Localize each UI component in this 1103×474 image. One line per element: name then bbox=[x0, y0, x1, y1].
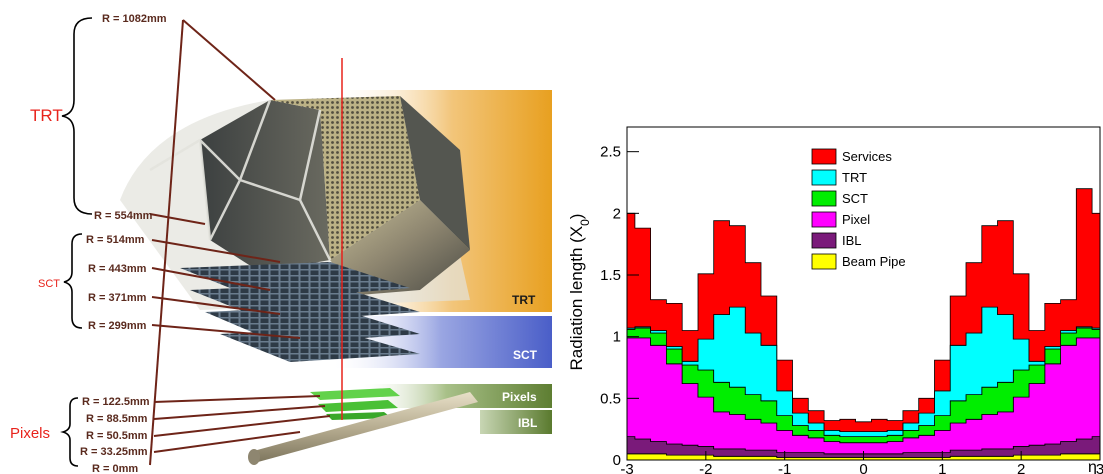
y-tick-label: 1 bbox=[613, 329, 621, 346]
radius-label: R = 0mm bbox=[92, 463, 138, 474]
legend-label: Pixel bbox=[842, 212, 870, 227]
legend-label: SCT bbox=[842, 191, 868, 206]
group-braces bbox=[60, 17, 93, 467]
radius-label: R = 33.25mm bbox=[80, 446, 148, 458]
radiation-length-chart: -3 -2 -1 0 1 2 3 0 0.5 1 1.5 2 2.5 Radiation length… bbox=[567, 126, 1103, 474]
radius-label: R = 122.5mm bbox=[82, 396, 150, 408]
radius-label: R = 50.5mm bbox=[86, 430, 148, 442]
x-tick-label: 2 bbox=[1017, 461, 1025, 474]
x-tick-label: -3 bbox=[620, 461, 633, 474]
x-tick-label: -1 bbox=[778, 461, 791, 474]
y-tick-label: 1.5 bbox=[600, 267, 621, 284]
trt-barrel-dark bbox=[200, 100, 330, 272]
legend-swatch bbox=[811, 211, 837, 228]
legend-swatch bbox=[811, 253, 837, 270]
y-tick-label: 0.5 bbox=[600, 390, 621, 407]
radius-label: R = 443mm bbox=[88, 263, 147, 275]
radius-label: R = 514mm bbox=[86, 234, 145, 246]
trt-barrel-cells bbox=[270, 96, 420, 260]
band-label-sct: SCT bbox=[513, 348, 538, 362]
legend-swatch bbox=[811, 232, 837, 249]
legend: Services TRT SCT Pixel IBL Beam Pipe bbox=[811, 148, 906, 270]
x-axis-label: η bbox=[1088, 459, 1097, 474]
stacked-areas bbox=[626, 188, 1101, 461]
legend-label: Beam Pipe bbox=[842, 254, 906, 269]
sct-brace bbox=[63, 233, 83, 329]
leader-lines bbox=[149, 19, 331, 466]
trt-support-frame bbox=[149, 99, 332, 261]
x-tick-label: -2 bbox=[699, 461, 712, 474]
group-label-sct: SCT bbox=[38, 278, 60, 290]
trt-brace bbox=[61, 17, 93, 215]
legend-swatch bbox=[811, 190, 837, 207]
y-ticks: 0 0.5 1 1.5 2 2.5 bbox=[600, 144, 639, 469]
x-ticks: -3 -2 -1 0 1 2 3 bbox=[620, 451, 1103, 474]
x-tick-label: 1 bbox=[938, 461, 946, 474]
y-axis-label: Radiation length (X0) bbox=[567, 214, 592, 371]
y-tick-label: 2.5 bbox=[600, 144, 621, 161]
ibl-band bbox=[480, 410, 552, 434]
band-label-trt: TRT bbox=[512, 293, 536, 307]
legend-swatch bbox=[811, 148, 837, 165]
band-label-ibl: IBL bbox=[518, 416, 537, 430]
radius-label: R = 1082mm bbox=[102, 13, 167, 25]
radius-label: R = 371mm bbox=[88, 292, 147, 304]
x-tick-label: 0 bbox=[859, 461, 867, 474]
x-tick-label: 3 bbox=[1096, 461, 1103, 474]
band-label-pixels: Pixels bbox=[502, 390, 537, 404]
y-tick-label: 0 bbox=[613, 452, 621, 469]
legend-label: Services bbox=[842, 149, 892, 164]
group-label-pixels: Pixels bbox=[10, 425, 50, 442]
y-tick-label: 2 bbox=[613, 205, 621, 222]
legend-swatch bbox=[811, 169, 837, 186]
trt-barrel-face bbox=[330, 200, 470, 295]
pixels-brace bbox=[60, 397, 79, 467]
radius-label: R = 554mm bbox=[94, 210, 153, 222]
legend-label: TRT bbox=[842, 170, 867, 185]
trt-barrel-end bbox=[400, 96, 470, 250]
beam-pipe bbox=[248, 392, 478, 465]
legend-label: IBL bbox=[842, 233, 862, 248]
group-label-trt: TRT bbox=[30, 106, 63, 125]
radius-label: R = 88.5mm bbox=[86, 413, 148, 425]
detector-illustration: TRT SCT Pixels R = 1082mm R = 554mm R = … bbox=[10, 13, 552, 474]
radius-label: R = 299mm bbox=[88, 320, 147, 332]
